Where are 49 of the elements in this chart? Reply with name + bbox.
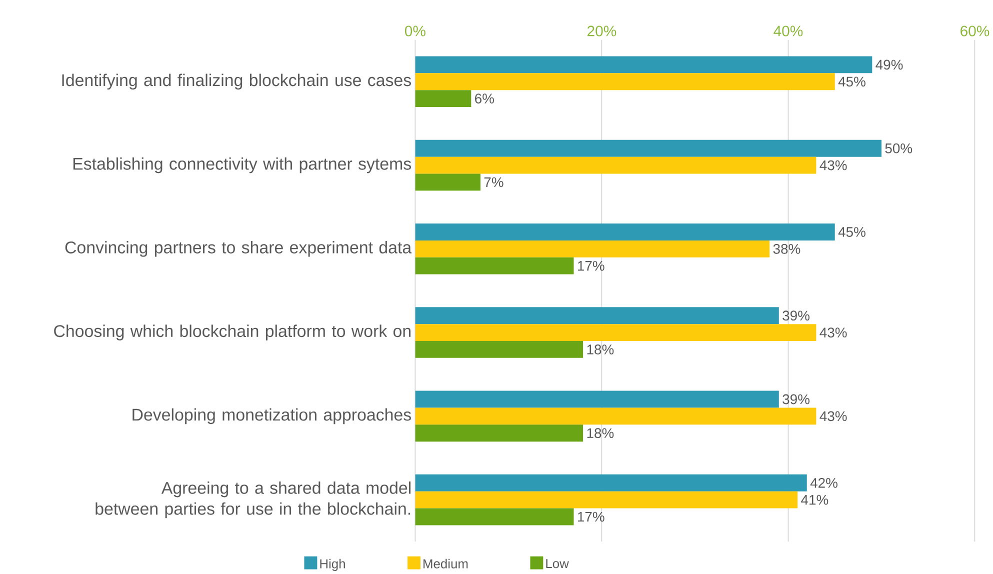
y-tick-label: Agreeing to a shared data model between parties for use in the blockchain.: [96, 481, 410, 518]
bar: [415, 390, 779, 408]
data-label: 7%: [484, 177, 504, 187]
data-label: 43%: [820, 327, 847, 338]
bar: [415, 306, 779, 324]
bar: [415, 407, 816, 424]
data-label: 39%: [782, 394, 810, 404]
data-label: 18%: [587, 428, 614, 438]
data-label: 39%: [782, 310, 810, 320]
data-label: 50%: [885, 143, 912, 154]
y-tick-label: Identifying and finalizing blockchain use cases: [62, 74, 411, 90]
bar: [415, 474, 807, 492]
bar: [415, 56, 872, 73]
y-tick-label: Choosing which blockchain platform to work on: [54, 324, 410, 340]
data-label: 42%: [810, 478, 838, 488]
bar: [415, 90, 472, 107]
y-tick-label: Developing monetization approaches: [132, 408, 411, 424]
x-tick-label: 20%: [588, 25, 616, 36]
data-label: 38%: [773, 244, 800, 254]
data-label: 17%: [578, 512, 604, 522]
data-label: 41%: [801, 494, 828, 504]
data-label: 43%: [820, 411, 847, 421]
y-tick-label: Convincing partners to share experiment data: [65, 240, 412, 257]
bar: [415, 140, 882, 157]
bar: [415, 257, 574, 274]
bar: [415, 491, 798, 508]
data-label: 49%: [876, 60, 903, 70]
bar: [415, 156, 816, 174]
data-label: 18%: [587, 344, 614, 354]
bar: [415, 240, 770, 258]
data-label: 43%: [820, 160, 847, 170]
bar: [415, 223, 835, 240]
data-label: 45%: [838, 76, 866, 86]
bar: [415, 340, 584, 358]
legend-label: Medium: [424, 558, 468, 568]
x-tick-label: 0%: [404, 25, 426, 36]
bar: [415, 424, 584, 442]
bar: [415, 174, 480, 190]
y-tick-label: Establishing connectivity with partner sytems: [73, 157, 412, 173]
x-tick-label: 60%: [960, 25, 990, 36]
x-tick-label: 40%: [774, 25, 803, 36]
data-label: 6%: [475, 93, 494, 104]
data-label: 17%: [578, 260, 604, 270]
bar: [415, 508, 574, 525]
legend-label: Low: [546, 558, 569, 568]
bar: [415, 72, 835, 90]
legend-label: High: [320, 558, 345, 571]
data-label: 45%: [838, 226, 866, 237]
bar: [415, 324, 816, 341]
